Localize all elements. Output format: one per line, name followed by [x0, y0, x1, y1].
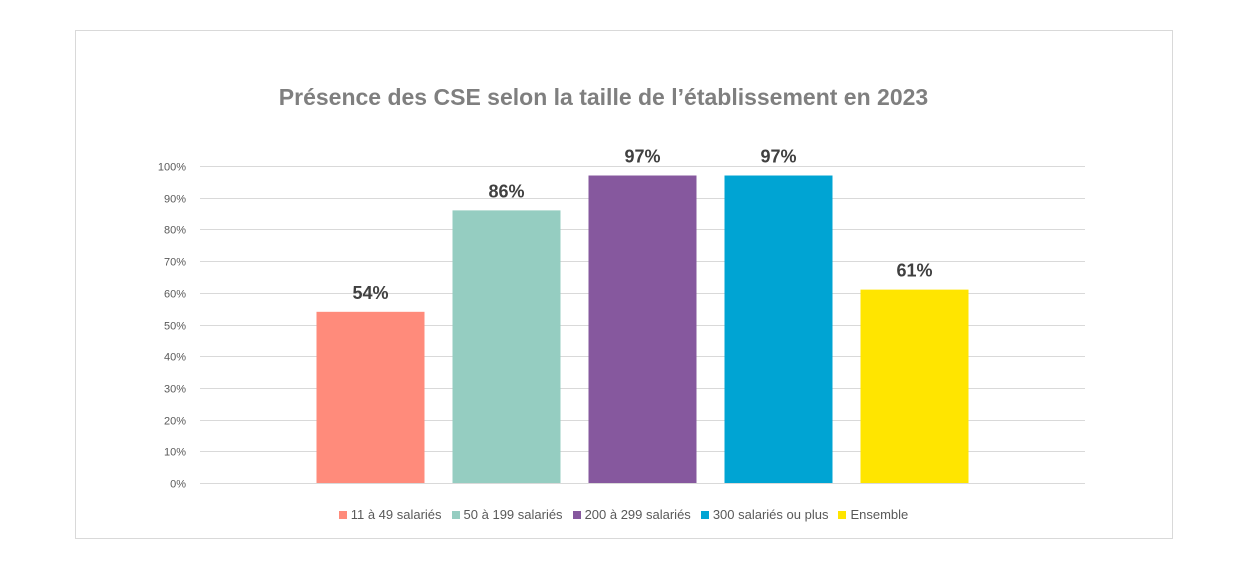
bar: [452, 210, 561, 483]
legend-item: Ensemble: [838, 507, 908, 523]
legend-swatch: [338, 511, 347, 519]
y-tick-label: 10%: [164, 447, 186, 459]
legend-swatch: [700, 511, 709, 519]
data-label: 97%: [624, 147, 660, 167]
y-tick-label: 40%: [164, 352, 186, 364]
data-labels: 54% 86% 97% 97% 61%: [352, 147, 932, 303]
y-tick-label: 0%: [170, 479, 186, 491]
data-label: 97%: [760, 147, 796, 167]
y-tick-label: 20%: [164, 416, 186, 428]
y-tick-label: 90%: [164, 194, 186, 206]
y-axis-labels: 0% 10% 20% 30% 40% 50% 60% 70% 80% 90% 100%: [158, 162, 186, 491]
legend-label: 300 salariés ou plus: [712, 507, 829, 522]
y-tick-label: 100%: [158, 162, 186, 174]
y-tick-label: 80%: [164, 225, 186, 237]
bar: [860, 289, 969, 483]
legend-label: Ensemble: [850, 507, 909, 522]
y-tick-label: 70%: [164, 257, 186, 269]
legend-swatch: [572, 511, 581, 519]
bars: [316, 175, 969, 483]
bar: [316, 311, 425, 483]
y-tick-label: 30%: [164, 384, 186, 396]
legend-item: 300 salariés ou plus: [700, 507, 829, 523]
legend-label: 11 à 49 salariés: [350, 507, 442, 522]
legend-swatch: [838, 511, 847, 519]
data-label: 61%: [896, 261, 932, 281]
chart-title: Présence des CSE selon la taille de l’ét…: [279, 84, 928, 110]
y-tick-label: 50%: [164, 321, 186, 333]
legend-swatch: [451, 511, 460, 519]
legend-item: 50 à 199 salariés: [451, 507, 563, 523]
legend-label: 50 à 199 salariés: [463, 507, 563, 522]
legend-label: 200 à 299 salariés: [584, 507, 691, 522]
y-tick-label: 60%: [164, 289, 186, 301]
chart-legend: 11 à 49 salariés 50 à 199 salariés 200 à 2…: [75, 507, 1172, 523]
bar: [588, 175, 697, 483]
data-label: 86%: [488, 181, 524, 201]
legend-item: 200 à 299 salariés: [572, 507, 691, 523]
bar: [724, 175, 833, 483]
data-label: 54%: [352, 283, 388, 303]
legend-item: 11 à 49 salariés: [338, 507, 442, 523]
